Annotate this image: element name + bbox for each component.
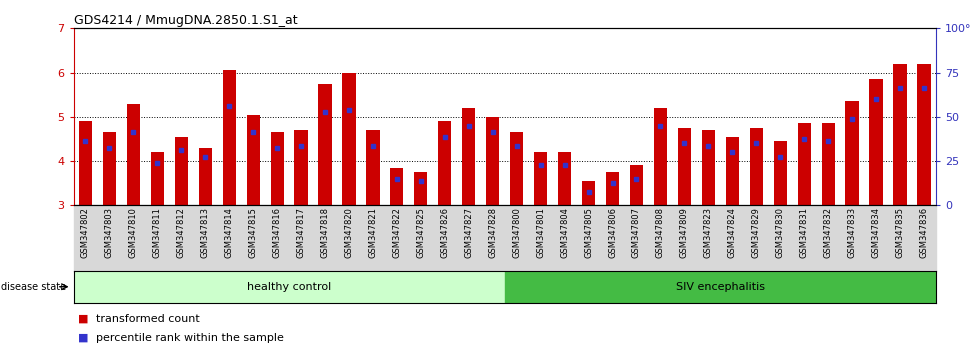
Bar [624,205,649,272]
Bar [606,172,619,205]
Bar [894,64,906,205]
Bar [74,205,97,272]
Bar [697,205,720,272]
Bar [367,130,379,205]
Text: ■: ■ [78,333,89,343]
Bar [816,205,840,272]
Bar [744,205,768,272]
Bar [193,205,218,272]
Bar [792,205,816,272]
Text: transformed count: transformed count [96,314,200,324]
Bar [576,205,601,272]
Bar [582,181,595,205]
Bar [846,101,858,205]
Bar [702,130,714,205]
Text: healthy control: healthy control [247,282,331,292]
Bar [840,205,864,272]
Bar [361,205,385,272]
Bar [720,205,744,272]
Bar [505,205,528,272]
Bar [725,137,739,205]
Bar [337,205,361,272]
Bar [151,152,164,205]
Bar [385,205,409,272]
Bar [241,205,266,272]
Bar [463,108,475,205]
Bar [510,132,523,205]
Bar [174,137,188,205]
Bar [266,205,289,272]
Bar [821,124,835,205]
Text: GDS4214 / MmugDNA.2850.1.S1_at: GDS4214 / MmugDNA.2850.1.S1_at [74,14,297,27]
Bar [457,205,481,272]
Bar [773,141,787,205]
Text: disease state: disease state [1,282,66,292]
Bar [630,166,643,205]
Bar [888,205,912,272]
Bar [912,205,936,272]
Text: percentile rank within the sample: percentile rank within the sample [96,333,284,343]
Bar [289,205,313,272]
Bar [103,132,116,205]
Bar [342,73,356,205]
Bar [247,115,260,205]
Bar [294,130,308,205]
Bar [558,152,571,205]
Bar [917,64,930,205]
Bar [74,271,505,303]
Bar [222,70,236,205]
Bar [218,205,241,272]
Bar [864,205,888,272]
Bar [672,205,697,272]
Bar [78,121,92,205]
Text: SIV encephalitis: SIV encephalitis [676,282,764,292]
Bar [534,152,547,205]
Bar [270,132,283,205]
Bar [318,84,331,205]
Bar [170,205,193,272]
Bar [433,205,457,272]
Bar [97,205,122,272]
Bar [199,148,212,205]
Bar [390,168,404,205]
Bar [654,108,667,205]
Bar [601,205,624,272]
Bar [798,124,810,205]
Bar [415,172,427,205]
Bar [486,117,499,205]
Bar [528,205,553,272]
Bar [649,205,672,272]
Bar [869,79,883,205]
Bar [553,205,576,272]
Bar [145,205,170,272]
Bar [481,205,505,272]
Bar [505,271,936,303]
Bar [438,121,452,205]
Bar [126,104,140,205]
Bar [768,205,792,272]
Bar [122,205,145,272]
Bar [750,128,762,205]
Bar [409,205,433,272]
Bar [313,205,337,272]
Text: ■: ■ [78,314,89,324]
Bar [678,128,691,205]
